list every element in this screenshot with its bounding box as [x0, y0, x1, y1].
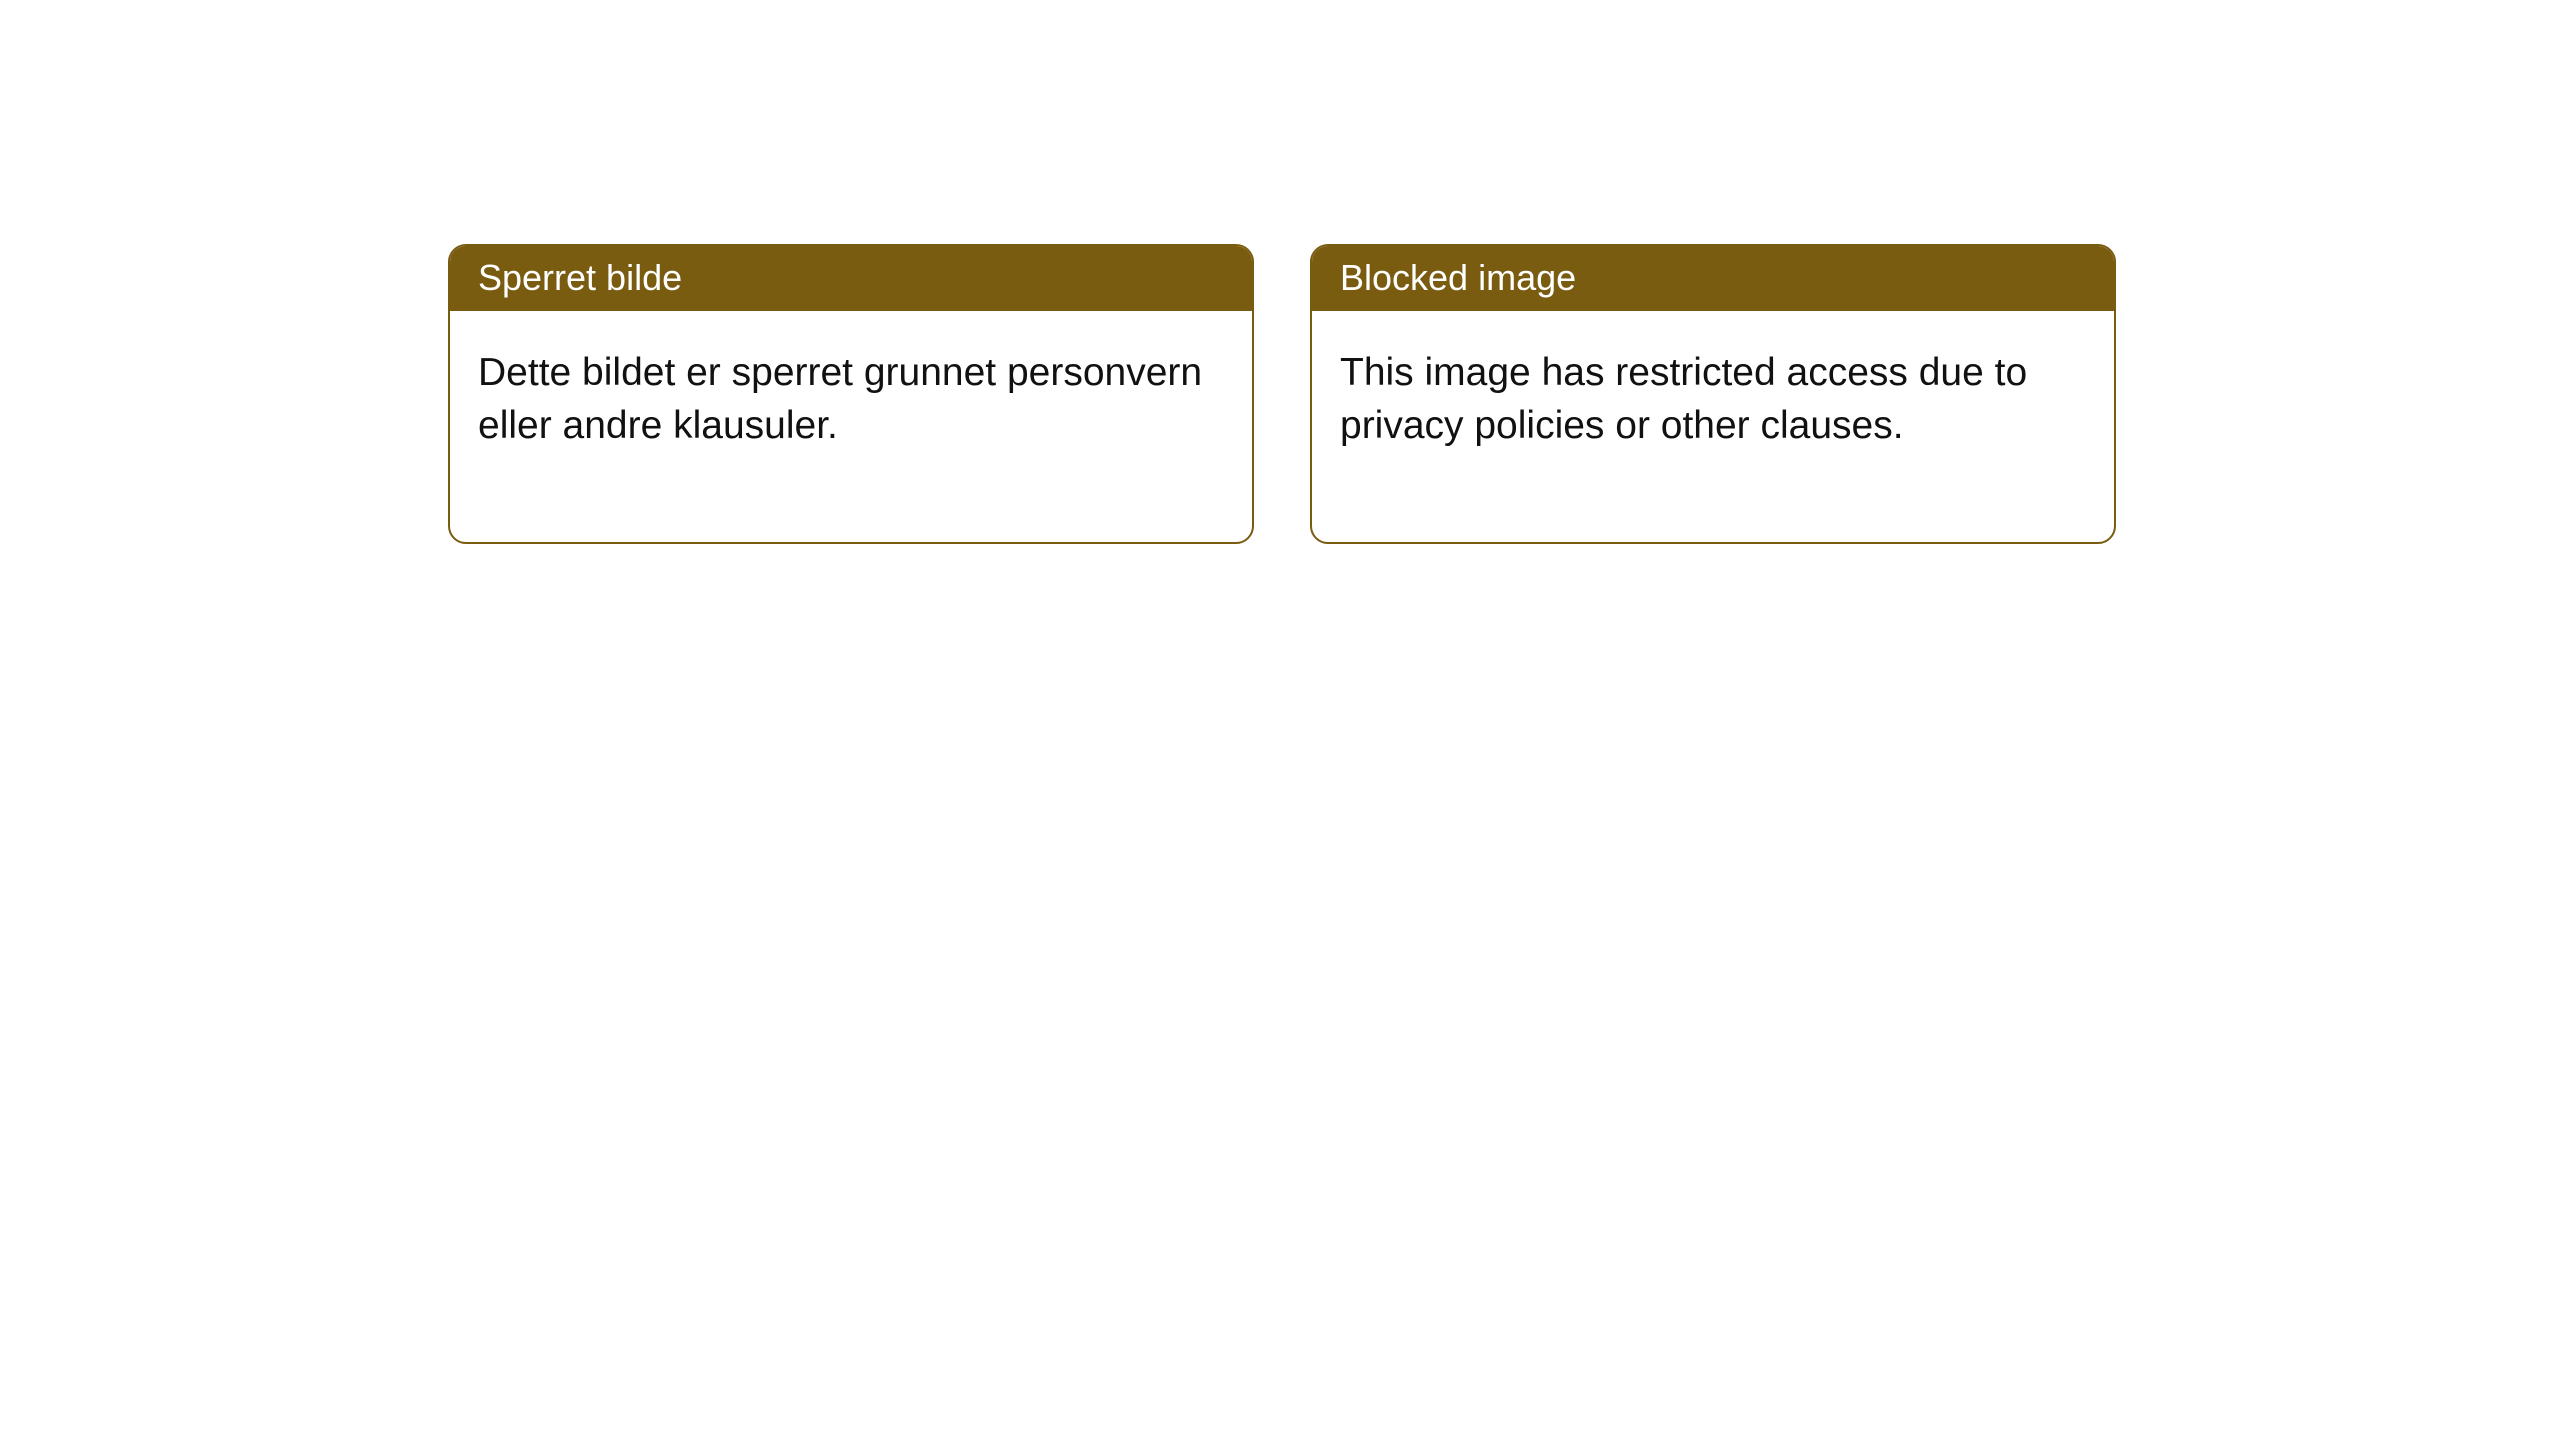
notice-body-text: Dette bildet er sperret grunnet personve… [450, 311, 1252, 542]
notice-title: Blocked image [1312, 246, 2114, 311]
notice-title: Sperret bilde [450, 246, 1252, 311]
notice-body-text: This image has restricted access due to … [1312, 311, 2114, 542]
notice-card-norwegian: Sperret bilde Dette bildet er sperret gr… [448, 244, 1254, 544]
notice-card-english: Blocked image This image has restricted … [1310, 244, 2116, 544]
notice-cards-container: Sperret bilde Dette bildet er sperret gr… [448, 244, 2116, 544]
